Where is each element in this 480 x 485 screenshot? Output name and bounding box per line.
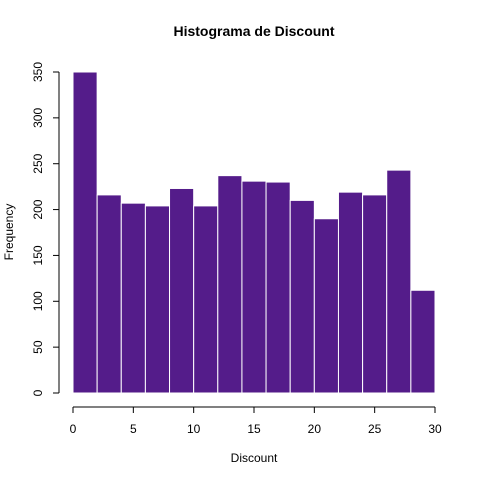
histogram-bar [96, 194, 122, 394]
y-tick-label: 350 [31, 62, 45, 82]
histogram-bar [241, 180, 267, 394]
histogram-bar [217, 175, 243, 394]
histogram-bar [410, 289, 436, 394]
x-tick-label: 10 [187, 422, 201, 436]
histogram-bar [144, 205, 171, 394]
y-tick-label: 300 [31, 108, 45, 128]
y-tick-label: 200 [31, 199, 45, 219]
y-tick-label: 50 [31, 340, 45, 354]
x-tick-label: 25 [368, 422, 382, 436]
histogram-bar [265, 181, 291, 394]
x-tick-label: 5 [130, 422, 137, 436]
y-axis: 0 50 100 150 200 250 300 350 [31, 62, 60, 396]
x-tick-label: 20 [308, 422, 322, 436]
x-axis: 0 5 10 15 20 25 30 [70, 406, 442, 436]
histogram-bar [313, 218, 339, 394]
y-tick-label: 150 [31, 245, 45, 265]
histogram-bar [169, 187, 195, 394]
y-tick-label: 0 [31, 389, 45, 396]
x-tick-label: 30 [428, 422, 442, 436]
y-axis-label: Frequency [2, 204, 16, 261]
chart-title: Histograma de Discount [173, 23, 334, 39]
histogram-bars [72, 71, 436, 394]
y-tick-label: 100 [31, 291, 45, 311]
histogram-bar [193, 205, 219, 394]
x-tick-label: 0 [70, 422, 77, 436]
x-axis-label: Discount [231, 451, 278, 465]
x-tick-label: 15 [247, 422, 261, 436]
histogram-bar [362, 194, 388, 394]
histogram-bar [120, 202, 146, 394]
histogram-bar [386, 169, 412, 394]
histogram-bar [337, 191, 364, 394]
histogram-bar [289, 199, 315, 394]
y-tick-label: 250 [31, 153, 45, 173]
histogram-bar [72, 71, 98, 394]
